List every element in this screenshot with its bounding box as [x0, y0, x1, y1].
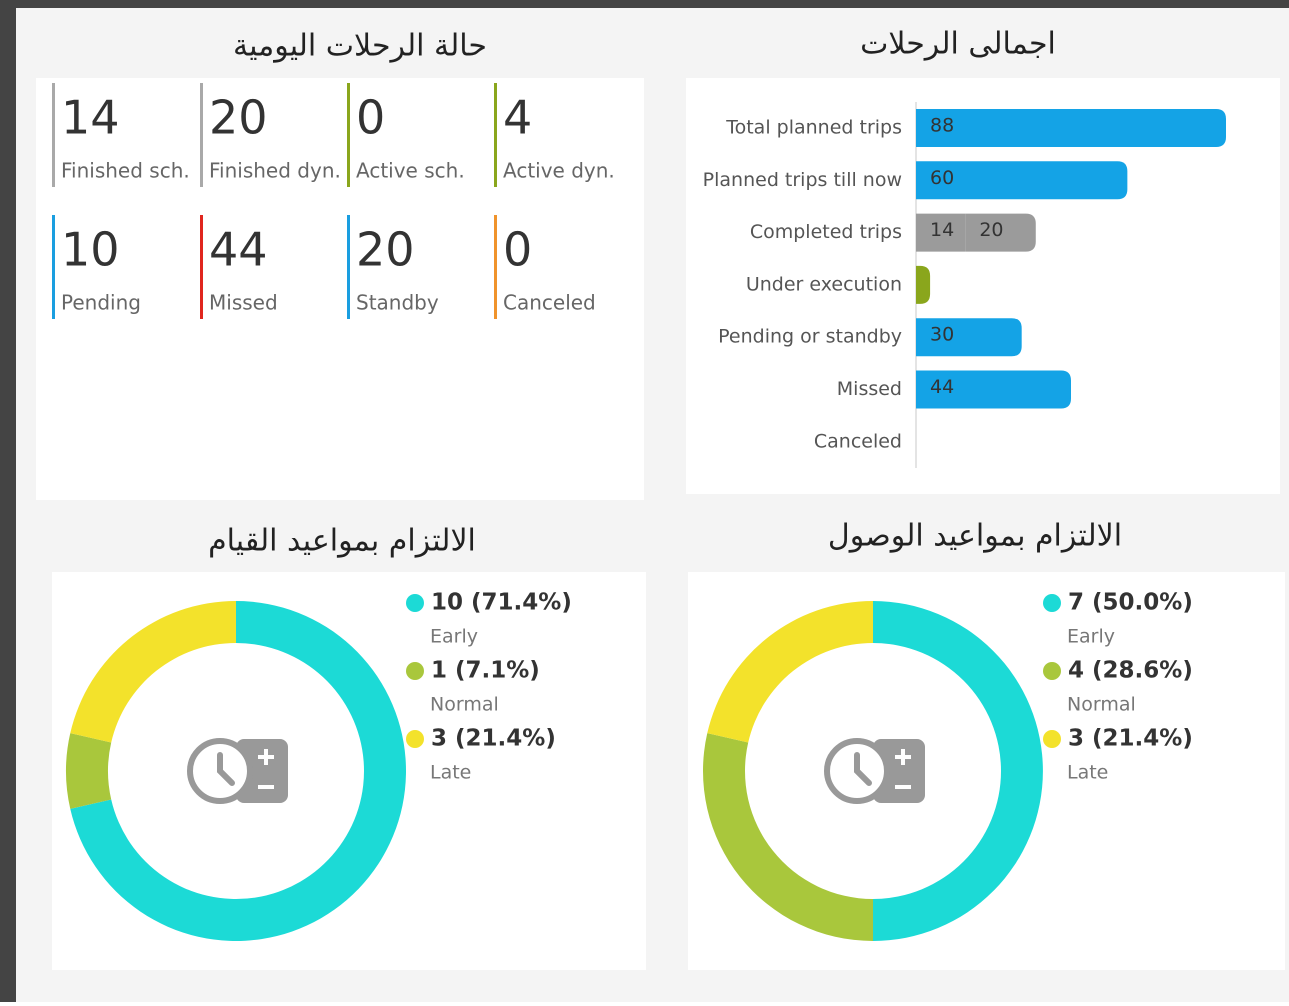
panel-title: اجمالى الرحلات: [860, 27, 1056, 62]
value-label: 30: [930, 324, 954, 346]
legend-label: Late: [1067, 762, 1108, 784]
panel-title: حالة الرحلات اليومية: [233, 29, 487, 64]
bar: [916, 109, 1226, 147]
legend-dot: [406, 594, 424, 612]
legend-label: Late: [430, 762, 471, 784]
panel: [686, 78, 1280, 494]
category-label: Under execution: [746, 273, 902, 295]
donut-slice: [873, 601, 1043, 941]
legend-value: 3 (21.4%): [431, 726, 556, 752]
legend-value: 3 (21.4%): [1068, 726, 1193, 752]
tile-border: [52, 83, 55, 187]
tile-value: 14: [61, 91, 120, 145]
tile-border: [52, 215, 55, 319]
tile-value: 20: [209, 91, 268, 145]
donut-slice: [70, 601, 236, 743]
tile-border: [494, 83, 497, 187]
tile-value: 0: [356, 91, 385, 145]
tile-label: Missed: [209, 291, 278, 315]
clock-icon: [187, 738, 288, 804]
legend-value: 4 (28.6%): [1068, 658, 1193, 684]
category-label: Canceled: [814, 430, 902, 452]
legend-value: 1 (7.1%): [431, 658, 540, 684]
tile-border: [200, 83, 203, 187]
tile-label: Finished dyn.: [209, 159, 341, 183]
bar: [916, 161, 1128, 200]
legend-dot: [406, 730, 424, 748]
bar: [916, 213, 966, 252]
tile-value: 0: [503, 223, 532, 277]
category-label: Planned trips till now: [703, 169, 902, 191]
legend-dot: [1043, 662, 1061, 680]
category-label: Missed: [837, 378, 902, 400]
top-bar: [0, 0, 1289, 8]
legend-label: Normal: [430, 694, 499, 716]
tile-label: Active sch.: [356, 159, 465, 183]
legend-label: Normal: [1067, 694, 1136, 716]
category-label: Pending or standby: [718, 326, 902, 348]
tile-label: Active dyn.: [503, 159, 615, 183]
panel-title: الالتزام بمواعيد الوصول: [828, 519, 1122, 554]
bar: [916, 265, 931, 304]
tile-value: 20: [356, 223, 415, 277]
bar: [916, 370, 1071, 409]
legend-dot: [1043, 730, 1061, 748]
value-label: 14: [930, 219, 954, 241]
category-label: Completed trips: [750, 221, 902, 243]
tile-border: [200, 215, 203, 319]
legend-label: Early: [1067, 626, 1115, 648]
clock-icon: [824, 738, 925, 804]
bar: [965, 213, 1036, 252]
tile-label: Pending: [61, 291, 141, 315]
tile-label: Finished sch.: [61, 159, 190, 183]
panel-title: الالتزام بمواعيد القيام: [208, 524, 476, 559]
donut-slice: [707, 601, 873, 743]
legend-value: 7 (50.0%): [1068, 590, 1193, 616]
panel: [36, 78, 644, 500]
tile-label: Standby: [356, 291, 439, 315]
legend-dot: [1043, 594, 1061, 612]
tile-value: 10: [61, 223, 120, 277]
tile-border: [347, 215, 350, 319]
legend-dot: [406, 662, 424, 680]
tile-value: 44: [209, 223, 268, 277]
donut-slice: [703, 733, 873, 941]
legend-label: Early: [430, 626, 478, 648]
left-bar: [0, 0, 16, 1002]
donut-slice: [66, 733, 112, 809]
value-label: 60: [930, 167, 954, 189]
tile-value: 4: [503, 91, 532, 145]
category-label: Total planned trips: [725, 117, 902, 139]
tile-border: [347, 83, 350, 187]
tile-label: Canceled: [503, 291, 596, 315]
bar: [916, 318, 1022, 357]
tile-border: [494, 215, 497, 319]
value-label: 44: [930, 376, 954, 398]
value-label: 20: [979, 219, 1003, 241]
legend-value: 10 (71.4%): [431, 590, 572, 616]
value-label: 88: [930, 115, 954, 137]
